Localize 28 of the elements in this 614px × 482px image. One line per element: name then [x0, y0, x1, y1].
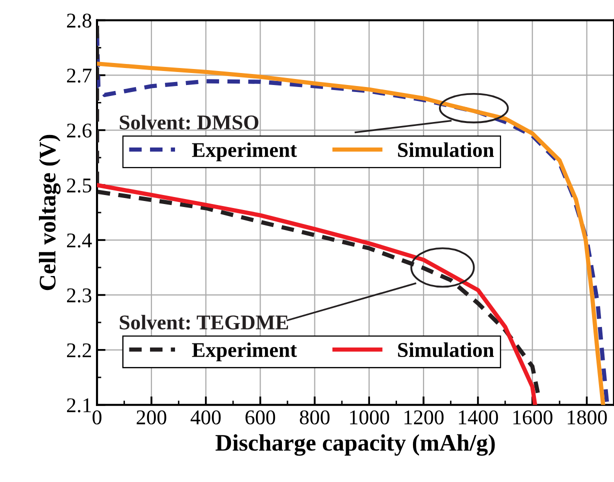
x-tick-label: 1600 [513, 410, 552, 424]
legend-label: Experiment [192, 142, 297, 162]
y-tick-label: 2.6 [67, 124, 92, 138]
x-tick-label: 1200 [404, 410, 444, 424]
x-tick-label: 1800 [568, 410, 607, 424]
legend-label: Simulation [398, 342, 494, 358]
annotation: Solvent: DMSO [120, 114, 258, 130]
line-series [97, 183, 538, 405]
x-tick-label: 1000 [350, 410, 390, 424]
x-tick-label: 1400 [458, 410, 498, 424]
legend-label: Simulation [398, 142, 494, 158]
x-tick-label: 400 [190, 410, 221, 424]
y-axis-title: Cell voltage (V) [38, 134, 61, 290]
y-tick-label: 2.1 [67, 398, 91, 412]
y-tick-label: 2.4 [67, 233, 92, 248]
legend-label: Experiment [192, 342, 297, 362]
y-tick-label: 2.3 [67, 288, 92, 303]
x-tick-label: 800 [300, 410, 330, 424]
y-tick-label: 2.7 [67, 68, 92, 83]
x-tick-label: 600 [246, 410, 276, 424]
y-tick-label: 2.8 [67, 14, 92, 28]
y-tick-label: 2.5 [67, 178, 92, 193]
x-axis-title: Discharge capacity (mAh/g) [216, 434, 495, 456]
x-tick-label: 200 [136, 410, 166, 424]
line-series [97, 24, 540, 395]
y-tick-label: 2.2 [67, 343, 91, 358]
annotation: Solvent: TEGDME [120, 314, 288, 330]
x-tick-label: 0 [92, 410, 102, 424]
